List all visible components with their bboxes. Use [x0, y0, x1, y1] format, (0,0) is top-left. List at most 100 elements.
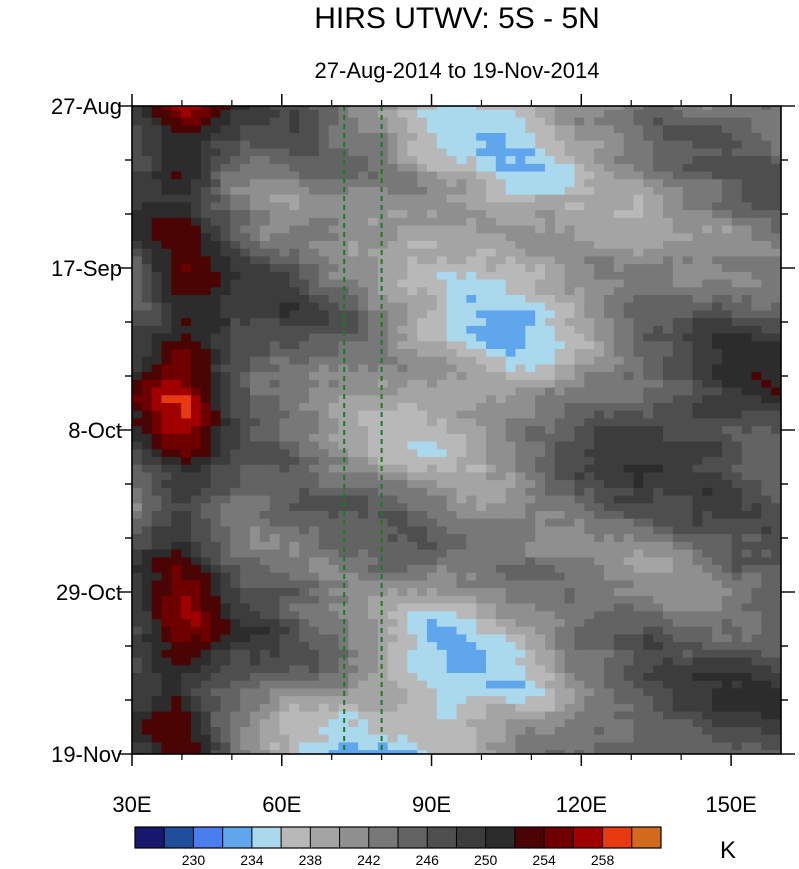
- field-cell: [250, 487, 261, 497]
- field-cell: [456, 526, 467, 535]
- field-cell: [358, 626, 369, 636]
- field-cell: [761, 603, 772, 612]
- field-cell: [643, 665, 654, 674]
- field-cell: [397, 464, 408, 474]
- field-cell: [554, 279, 566, 288]
- field-cell: [210, 106, 222, 111]
- field-cell: [663, 349, 674, 358]
- field-cell: [574, 518, 585, 528]
- field-cell: [417, 287, 428, 296]
- field-cell: [161, 349, 172, 358]
- field-cell: [368, 557, 379, 566]
- field-cell: [722, 256, 733, 265]
- field-cell: [141, 626, 153, 636]
- field-cell: [309, 187, 320, 196]
- field-cell: [279, 642, 290, 651]
- field-cell: [358, 217, 369, 227]
- field-cell: [387, 233, 399, 242]
- field-cell: [613, 217, 625, 227]
- field-cell: [417, 379, 428, 389]
- field-cell: [240, 210, 251, 219]
- field-cell: [613, 418, 625, 427]
- field-cell: [623, 457, 635, 466]
- field-cell: [722, 503, 733, 512]
- field-cell: [368, 295, 379, 304]
- field-cell: [328, 341, 340, 350]
- field-cell: [181, 580, 192, 589]
- field-cell: [712, 403, 723, 412]
- field-cell: [220, 356, 231, 366]
- field-cell: [505, 364, 517, 373]
- field-cell: [761, 125, 772, 134]
- field-cell: [476, 511, 487, 520]
- field-cell: [722, 364, 733, 373]
- field-cell: [535, 518, 546, 528]
- field-cell: [741, 649, 753, 659]
- field-cell: [181, 325, 192, 335]
- field-cell: [318, 588, 330, 597]
- field-cell: [731, 611, 743, 620]
- field-cell: [289, 464, 300, 474]
- field-cell: [564, 511, 576, 520]
- field-cell: [171, 626, 182, 636]
- field-cell: [672, 511, 684, 520]
- field-cell: [771, 433, 781, 443]
- field-cell: [495, 133, 507, 142]
- field-cell: [417, 673, 428, 682]
- field-cell: [771, 109, 781, 119]
- field-cell: [358, 464, 369, 474]
- field-cell: [643, 480, 654, 489]
- field-cell: [141, 480, 153, 489]
- field-cell: [712, 225, 723, 234]
- field-cell: [289, 256, 300, 265]
- field-cell: [309, 565, 320, 574]
- field-cell: [191, 619, 202, 628]
- field-cell: [427, 603, 438, 612]
- field-cell: [604, 387, 615, 396]
- field-cell: [505, 418, 517, 427]
- field-cell: [643, 356, 654, 366]
- field-cell: [368, 526, 379, 535]
- field-cell: [397, 472, 408, 481]
- field-cell: [594, 140, 605, 150]
- field-cell: [574, 187, 585, 196]
- field-cell: [230, 171, 241, 180]
- field-cell: [309, 611, 320, 620]
- field-cell: [574, 225, 585, 234]
- field-cell: [309, 379, 320, 389]
- field-cell: [368, 202, 379, 211]
- field-cell: [318, 318, 330, 327]
- field-cell: [289, 179, 300, 188]
- field-cell: [446, 387, 458, 396]
- field-cell: [741, 349, 753, 358]
- field-cell: [171, 233, 182, 242]
- field-cell: [761, 642, 772, 651]
- field-cell: [741, 449, 753, 458]
- field-cell: [436, 202, 448, 211]
- field-cell: [171, 279, 182, 288]
- field-cell: [623, 364, 635, 373]
- field-cell: [525, 403, 536, 412]
- field-cell: [466, 187, 477, 196]
- field-cell: [377, 256, 389, 265]
- field-cell: [151, 611, 163, 620]
- field-cell: [702, 665, 713, 674]
- field-cell: [210, 680, 222, 690]
- field-cell: [702, 441, 713, 450]
- field-cell: [309, 295, 320, 304]
- field-cell: [220, 349, 231, 358]
- field-cell: [427, 179, 438, 188]
- field-cell: [515, 626, 526, 636]
- field-cell: [515, 580, 526, 589]
- field-cell: [554, 364, 566, 373]
- field-cell: [240, 433, 251, 443]
- field-cell: [515, 387, 526, 396]
- field-cell: [554, 472, 566, 481]
- field-cell: [761, 580, 772, 589]
- field-cell: [368, 657, 379, 666]
- field-cell: [318, 133, 330, 142]
- field-cell: [279, 109, 290, 119]
- field-cell: [161, 364, 172, 373]
- field-cell: [584, 225, 595, 234]
- field-cell: [663, 106, 674, 111]
